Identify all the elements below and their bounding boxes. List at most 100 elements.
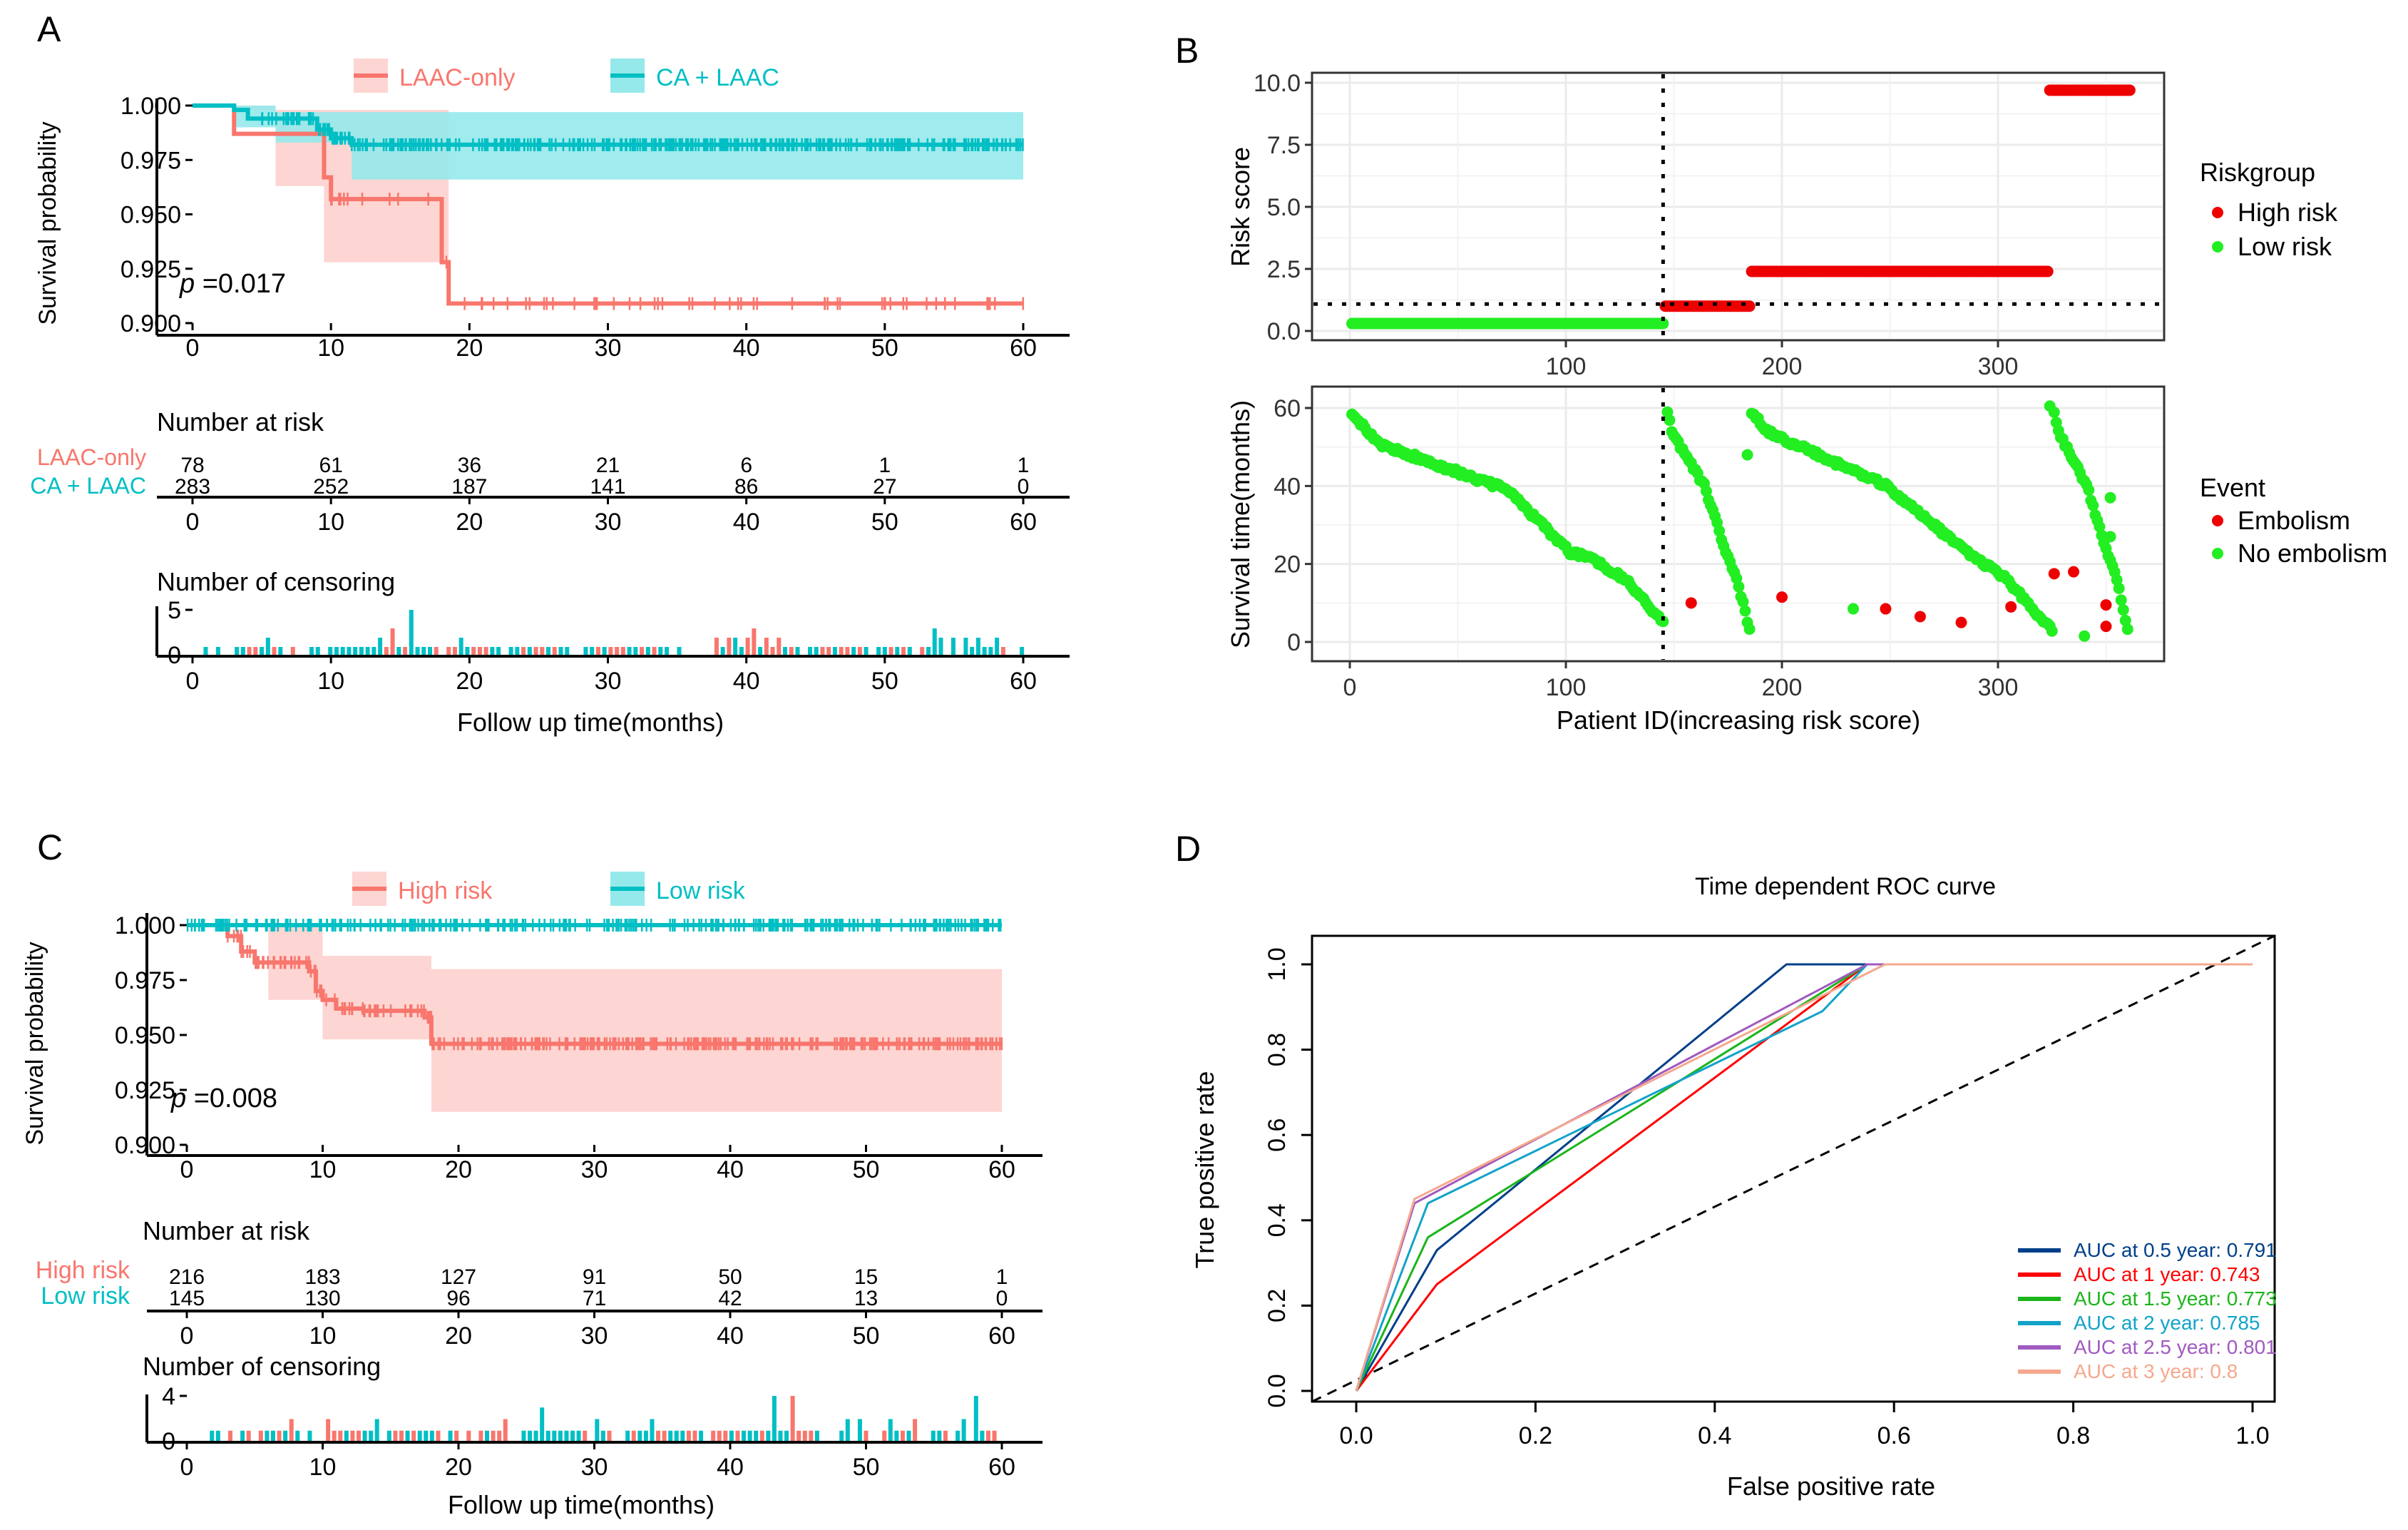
- censoring-bar: [772, 1396, 777, 1442]
- panel-d-xlabel: False positive rate: [1727, 1472, 1935, 1501]
- panel-b-legend-riskgroup: Riskgroup High risk Low risk: [2200, 158, 2338, 261]
- censoring-bar: [739, 647, 744, 656]
- risk-x-tick-label: 50: [853, 1322, 880, 1350]
- censoring-bar: [458, 638, 463, 656]
- censor-x-tick-label: 20: [445, 1454, 472, 1481]
- censoring-bar: [643, 1430, 648, 1442]
- censoring-bar: [595, 647, 600, 656]
- x-tick-label: 0: [180, 1156, 194, 1183]
- censoring-bar: [668, 1430, 673, 1442]
- embolism-point: [2005, 601, 2017, 613]
- censoring-bar: [720, 647, 725, 656]
- panel-c-risk-title: Number at risk: [143, 1216, 310, 1245]
- survival-time-point: [2083, 484, 2095, 496]
- censor-x-tick-label: 10: [317, 668, 344, 695]
- panel-b-bottom-plot-area: [1311, 385, 2166, 663]
- censoring-bar: [359, 647, 364, 656]
- censoring-bar: [913, 1419, 918, 1442]
- censoring-bar: [620, 647, 625, 656]
- x-tick-label: 0.6: [1877, 1422, 1911, 1449]
- risk-count: 61: [319, 454, 342, 477]
- censoring-bar: [839, 1430, 844, 1442]
- panel-d-roc-plot: Time dependent ROC curve 0.0 0.0 0.2 0.2 0.4…: [1190, 873, 2277, 1501]
- survival-time-point: [2117, 604, 2129, 616]
- risk-count: 71: [583, 1287, 606, 1310]
- panel-b-risk-score-points: [1346, 84, 2136, 330]
- censoring-bar: [633, 647, 638, 656]
- risk-count: 36: [458, 454, 481, 477]
- panel-b-top-y-axis: 10.0 7.5 5.0 2.5 0.0: [1254, 70, 1312, 345]
- censoring-bar: [564, 1430, 569, 1442]
- censoring-bar: [344, 1430, 349, 1442]
- censoring-bar: [260, 647, 265, 656]
- embolism-point: [1955, 616, 1967, 628]
- risk-count: 0: [996, 1287, 1008, 1310]
- censoring-bar: [733, 638, 738, 656]
- y-tick-label: 0.975: [121, 147, 181, 174]
- censoring-bar: [764, 638, 769, 656]
- legend-label: AUC at 2.5 year: 0.801: [2074, 1336, 2277, 1358]
- panel-c-survival-plot: High risk Low risk Survival probability …: [21, 872, 1042, 1519]
- embolism-point: [1776, 591, 1788, 603]
- risk-x-tick-label: 20: [456, 509, 483, 536]
- censoring-bar: [907, 647, 912, 656]
- x-tick-label: 50: [853, 1156, 880, 1183]
- risk-count: 141: [590, 475, 625, 499]
- x-tick-label: 60: [1010, 335, 1037, 362]
- panel-c-risk-row-label-high-risk: High risk: [36, 1257, 130, 1284]
- x-tick-label: 40: [733, 335, 760, 362]
- censoring-bar: [789, 647, 794, 656]
- risk-count: 130: [304, 1287, 340, 1310]
- risk-count: 145: [169, 1287, 205, 1310]
- risk-count: 21: [596, 454, 620, 477]
- censor-x-tick-label: 50: [871, 668, 898, 695]
- y-tick-label: 10.0: [1254, 70, 1301, 97]
- y-tick-label: 0.925: [115, 1077, 175, 1104]
- risk-count: 283: [175, 475, 210, 499]
- censoring-bar: [699, 1430, 704, 1442]
- x-tick-label: 0: [186, 335, 200, 362]
- x-tick-label: 0.0: [1339, 1422, 1373, 1449]
- y-tick-label: 0.925: [121, 256, 181, 283]
- legend-item-low-risk: Low risk: [610, 872, 746, 906]
- censoring-bar: [378, 638, 383, 656]
- y-tick-label: 40: [1274, 473, 1301, 500]
- x-tick-label: 100: [1546, 674, 1587, 701]
- x-tick-label: 10: [317, 335, 344, 362]
- censoring-bar: [246, 1430, 251, 1442]
- risk-x-tick-label: 10: [309, 1322, 337, 1350]
- censoring-bar: [215, 1430, 220, 1442]
- censoring-bar: [369, 1430, 374, 1442]
- censoring-bar: [894, 1430, 899, 1442]
- x-tick-label: 0.2: [1519, 1422, 1552, 1449]
- risk-count: 127: [441, 1265, 476, 1289]
- x-tick-label: 10: [309, 1156, 337, 1183]
- censoring-bar: [754, 1430, 759, 1442]
- survival-time-point: [2119, 614, 2131, 626]
- censoring-bar: [356, 1430, 361, 1442]
- x-tick-label: 0: [1343, 674, 1357, 701]
- censoring-bar: [640, 647, 645, 656]
- censor-x-tick-label: 0: [180, 1454, 194, 1481]
- risk-x-tick-label: 50: [871, 509, 898, 536]
- x-tick-label: 200: [1762, 674, 1803, 701]
- panel-c-pvalue-p: p: [170, 1083, 186, 1113]
- legend-title-event: Event: [2200, 473, 2265, 502]
- risk-x-tick-label: 40: [717, 1322, 744, 1350]
- censoring-bar: [802, 1430, 807, 1442]
- censoring-bar: [723, 1430, 728, 1442]
- censoring-bar: [766, 1430, 771, 1442]
- censoring-bar: [508, 647, 513, 656]
- legend-label-laac-only: LAAC-only: [399, 64, 516, 91]
- censoring-bar: [491, 1430, 496, 1442]
- censoring-bar: [826, 647, 831, 656]
- censoring-bar: [466, 1430, 471, 1442]
- risk-x-tick-label: 30: [595, 509, 622, 536]
- censoring-bar: [662, 1430, 667, 1442]
- censoring-bar: [778, 1430, 783, 1442]
- legend-dot-low-risk: [2212, 241, 2223, 253]
- risk-x-tick-label: 0: [180, 1322, 194, 1350]
- censoring-bar: [961, 1419, 966, 1442]
- panel-c-legend: High risk Low risk: [352, 872, 746, 906]
- censoring-bar: [374, 1419, 379, 1442]
